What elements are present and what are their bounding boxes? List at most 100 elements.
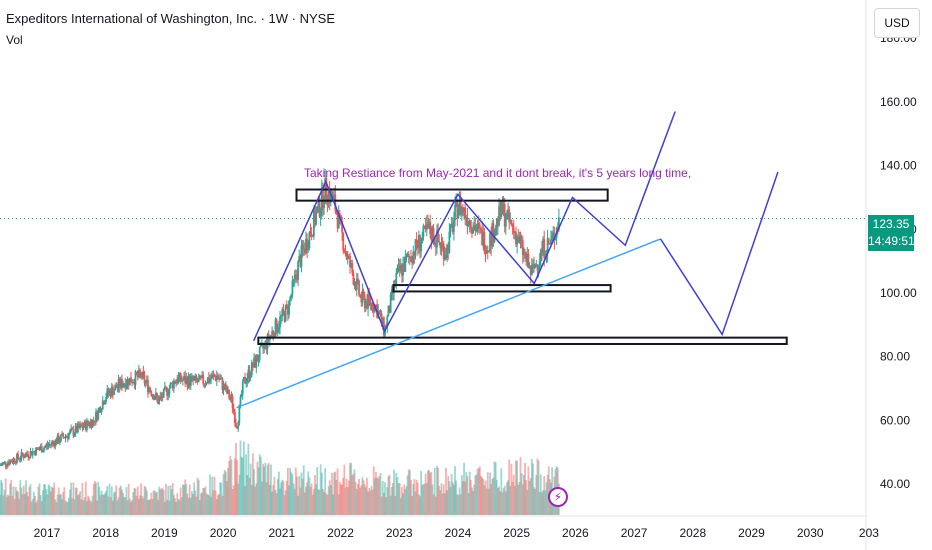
candle-body: [475, 229, 478, 232]
candle-body: [316, 206, 319, 213]
volume-bar: [511, 481, 514, 515]
volume-bar: [503, 485, 506, 515]
volume-bar: [149, 499, 152, 515]
candle-body: [442, 243, 445, 260]
volume-bar: [388, 474, 391, 515]
candle-body: [364, 300, 367, 309]
volume-bar: [91, 495, 94, 515]
volume-bar: [299, 487, 302, 515]
candle-body: [273, 334, 276, 338]
volume-bar: [157, 500, 159, 515]
volume-bar: [312, 488, 315, 515]
volume-bar: [188, 484, 191, 515]
volume-bar: [406, 475, 409, 515]
candle-body: [298, 255, 301, 262]
volume-bar: [72, 482, 75, 515]
volume-bar: [109, 497, 112, 515]
volume-bar: [217, 495, 219, 515]
volume-bar: [337, 494, 340, 515]
volume-bar: [407, 469, 410, 515]
candle-body: [434, 242, 437, 248]
candle-body: [198, 375, 201, 379]
volume-bar: [99, 495, 102, 515]
candle-body: [140, 373, 143, 378]
candle-body: [168, 387, 171, 395]
candle-body: [481, 229, 484, 246]
candle-body: [312, 210, 315, 237]
candle-body: [446, 244, 449, 258]
candle-body: [332, 195, 334, 200]
candle-body: [56, 435, 59, 444]
candle-body: [176, 380, 179, 383]
candle-body: [343, 250, 346, 252]
volume-bar: [128, 498, 131, 515]
volume-bar: [309, 486, 312, 515]
volume-bar: [163, 501, 166, 515]
candle-body: [375, 304, 377, 306]
candle-body: [369, 299, 372, 306]
candle-body: [53, 442, 56, 447]
volume-bar: [396, 477, 399, 515]
candle-body: [47, 445, 50, 447]
volume-bar: [283, 495, 286, 515]
candle-body: [450, 223, 453, 225]
volume-bar: [66, 501, 69, 515]
volume-bar: [170, 489, 173, 515]
candle-body: [171, 382, 174, 389]
candle-body: [463, 207, 465, 213]
candle-body: [522, 251, 525, 256]
volume-bar: [194, 490, 197, 515]
annotation-text[interactable]: Taking Restiance from May-2021 and it do…: [304, 166, 692, 180]
candle-body: [489, 233, 491, 252]
volume-bar: [510, 464, 513, 515]
volume-bar: [196, 477, 199, 515]
candle-body: [297, 261, 299, 280]
volume-bar: [271, 491, 274, 515]
candle-body: [48, 444, 51, 446]
volume-bar: [162, 489, 165, 515]
volume-bar: [197, 480, 200, 515]
volume-bar: [267, 462, 270, 515]
volume-bar: [431, 484, 434, 515]
volume-bar: [86, 501, 88, 515]
volume-bar: [140, 483, 143, 515]
candle-body: [114, 385, 117, 391]
volume-bar: [485, 488, 488, 515]
volume-bar: [363, 484, 366, 515]
volume-bar: [385, 497, 388, 515]
candle-body: [499, 206, 502, 217]
candle-body: [54, 439, 57, 447]
volume-bar: [545, 482, 548, 515]
volume-bar: [258, 454, 261, 515]
candle-body: [367, 293, 369, 309]
volume-bar: [44, 484, 47, 515]
candle-body: [279, 317, 281, 328]
chart-title: Expeditors International of Washington, …: [6, 11, 335, 26]
volume-bar: [78, 494, 80, 515]
candle-body: [303, 248, 306, 254]
volume-bar: [342, 477, 345, 515]
volume-bar: [527, 466, 530, 515]
candle-body: [465, 217, 468, 219]
volume-bar: [67, 497, 70, 515]
candle-body: [324, 177, 327, 204]
candle-body: [484, 251, 487, 254]
candle-body: [179, 372, 182, 381]
candle-body: [12, 458, 15, 463]
volume-bar: [231, 488, 234, 515]
x-tick-label: 2028: [679, 526, 706, 540]
lightning-icon[interactable]: ⚡: [548, 487, 568, 507]
volume-bar: [474, 475, 477, 515]
volume-bar: [469, 479, 472, 515]
candle-body: [512, 227, 515, 233]
volume-bar: [410, 479, 412, 515]
volume-bar: [252, 453, 254, 515]
volume-bar: [472, 491, 474, 515]
currency-button[interactable]: USD: [874, 8, 920, 38]
volume-bar: [360, 485, 363, 515]
candle-body: [227, 389, 229, 394]
volume-indicator-label[interactable]: Vol: [6, 33, 23, 47]
candle-body: [90, 421, 93, 428]
volume-bar: [218, 494, 220, 515]
